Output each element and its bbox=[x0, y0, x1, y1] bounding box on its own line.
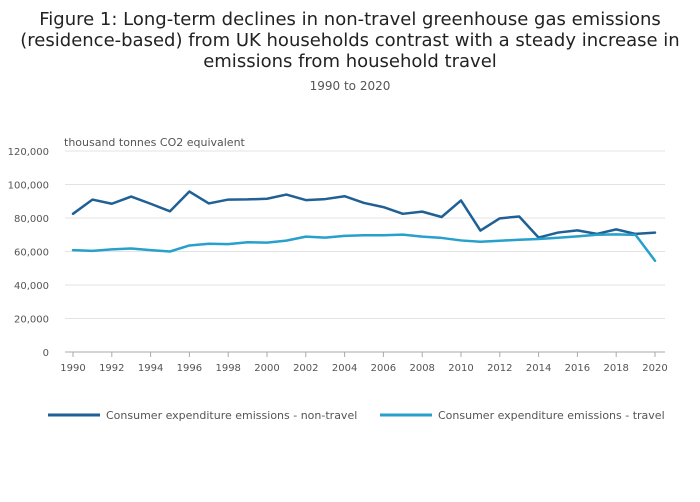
y-tick-label: 60,000 bbox=[14, 248, 49, 259]
series-line-travel bbox=[71, 233, 657, 262]
x-tick-label: 2010 bbox=[448, 363, 473, 374]
y-tick-label: 80,000 bbox=[14, 214, 49, 225]
x-tick-label: 1996 bbox=[177, 363, 202, 374]
x-tick-label: 2016 bbox=[565, 363, 590, 374]
chart-title-line-1: Figure 1: Long-term declines in non-trav… bbox=[39, 9, 661, 30]
x-tick-label: 1994 bbox=[138, 363, 163, 374]
x-axis-ticks: 1990 1992 1994 1996 1998 2000 2002 2004 2006 2008… bbox=[60, 352, 668, 374]
x-tick-label: 1992 bbox=[99, 363, 124, 374]
x-tick-label: 2006 bbox=[371, 363, 396, 374]
y-tick-label: 100,000 bbox=[8, 181, 49, 192]
legend-label-travel: Consumer expenditure emissions - travel bbox=[438, 409, 665, 422]
legend: Consumer expenditure emissions - non-tra… bbox=[48, 409, 665, 422]
x-tick-label: 2020 bbox=[642, 363, 667, 374]
x-tick-label: 1990 bbox=[60, 363, 85, 374]
y-tick-label: 40,000 bbox=[14, 281, 49, 292]
y-tick-label: 0 bbox=[43, 348, 49, 359]
series-line-non-travel bbox=[71, 190, 657, 239]
x-tick-label: 2014 bbox=[526, 363, 551, 374]
x-tick-label: 2000 bbox=[254, 363, 279, 374]
series-lines bbox=[71, 190, 657, 262]
y-axis-label: thousand tonnes CO2 equivalent bbox=[64, 136, 246, 149]
x-tick-label: 2012 bbox=[487, 363, 512, 374]
chart-subtitle: 1990 to 2020 bbox=[310, 79, 391, 93]
x-tick-label: 2004 bbox=[332, 363, 357, 374]
x-tick-label: 1998 bbox=[215, 363, 240, 374]
legend-label-non-travel: Consumer expenditure emissions - non-tra… bbox=[106, 409, 357, 422]
chart-title-line-3: emissions from household travel bbox=[203, 51, 497, 72]
y-tick-label: 20,000 bbox=[14, 315, 49, 326]
x-tick-label: 2008 bbox=[409, 363, 434, 374]
x-tick-label: 2018 bbox=[603, 363, 628, 374]
x-tick-label: 2002 bbox=[293, 363, 318, 374]
chart-title-line-2: (residence-based) from UK households con… bbox=[20, 30, 679, 51]
chart-title: Figure 1: Long-term declines in non-trav… bbox=[20, 9, 679, 72]
y-tick-label: 120,000 bbox=[8, 147, 49, 158]
y-axis-ticks: 0 20,000 40,000 60,000 80,000 100,000 120,000 bbox=[8, 147, 49, 359]
